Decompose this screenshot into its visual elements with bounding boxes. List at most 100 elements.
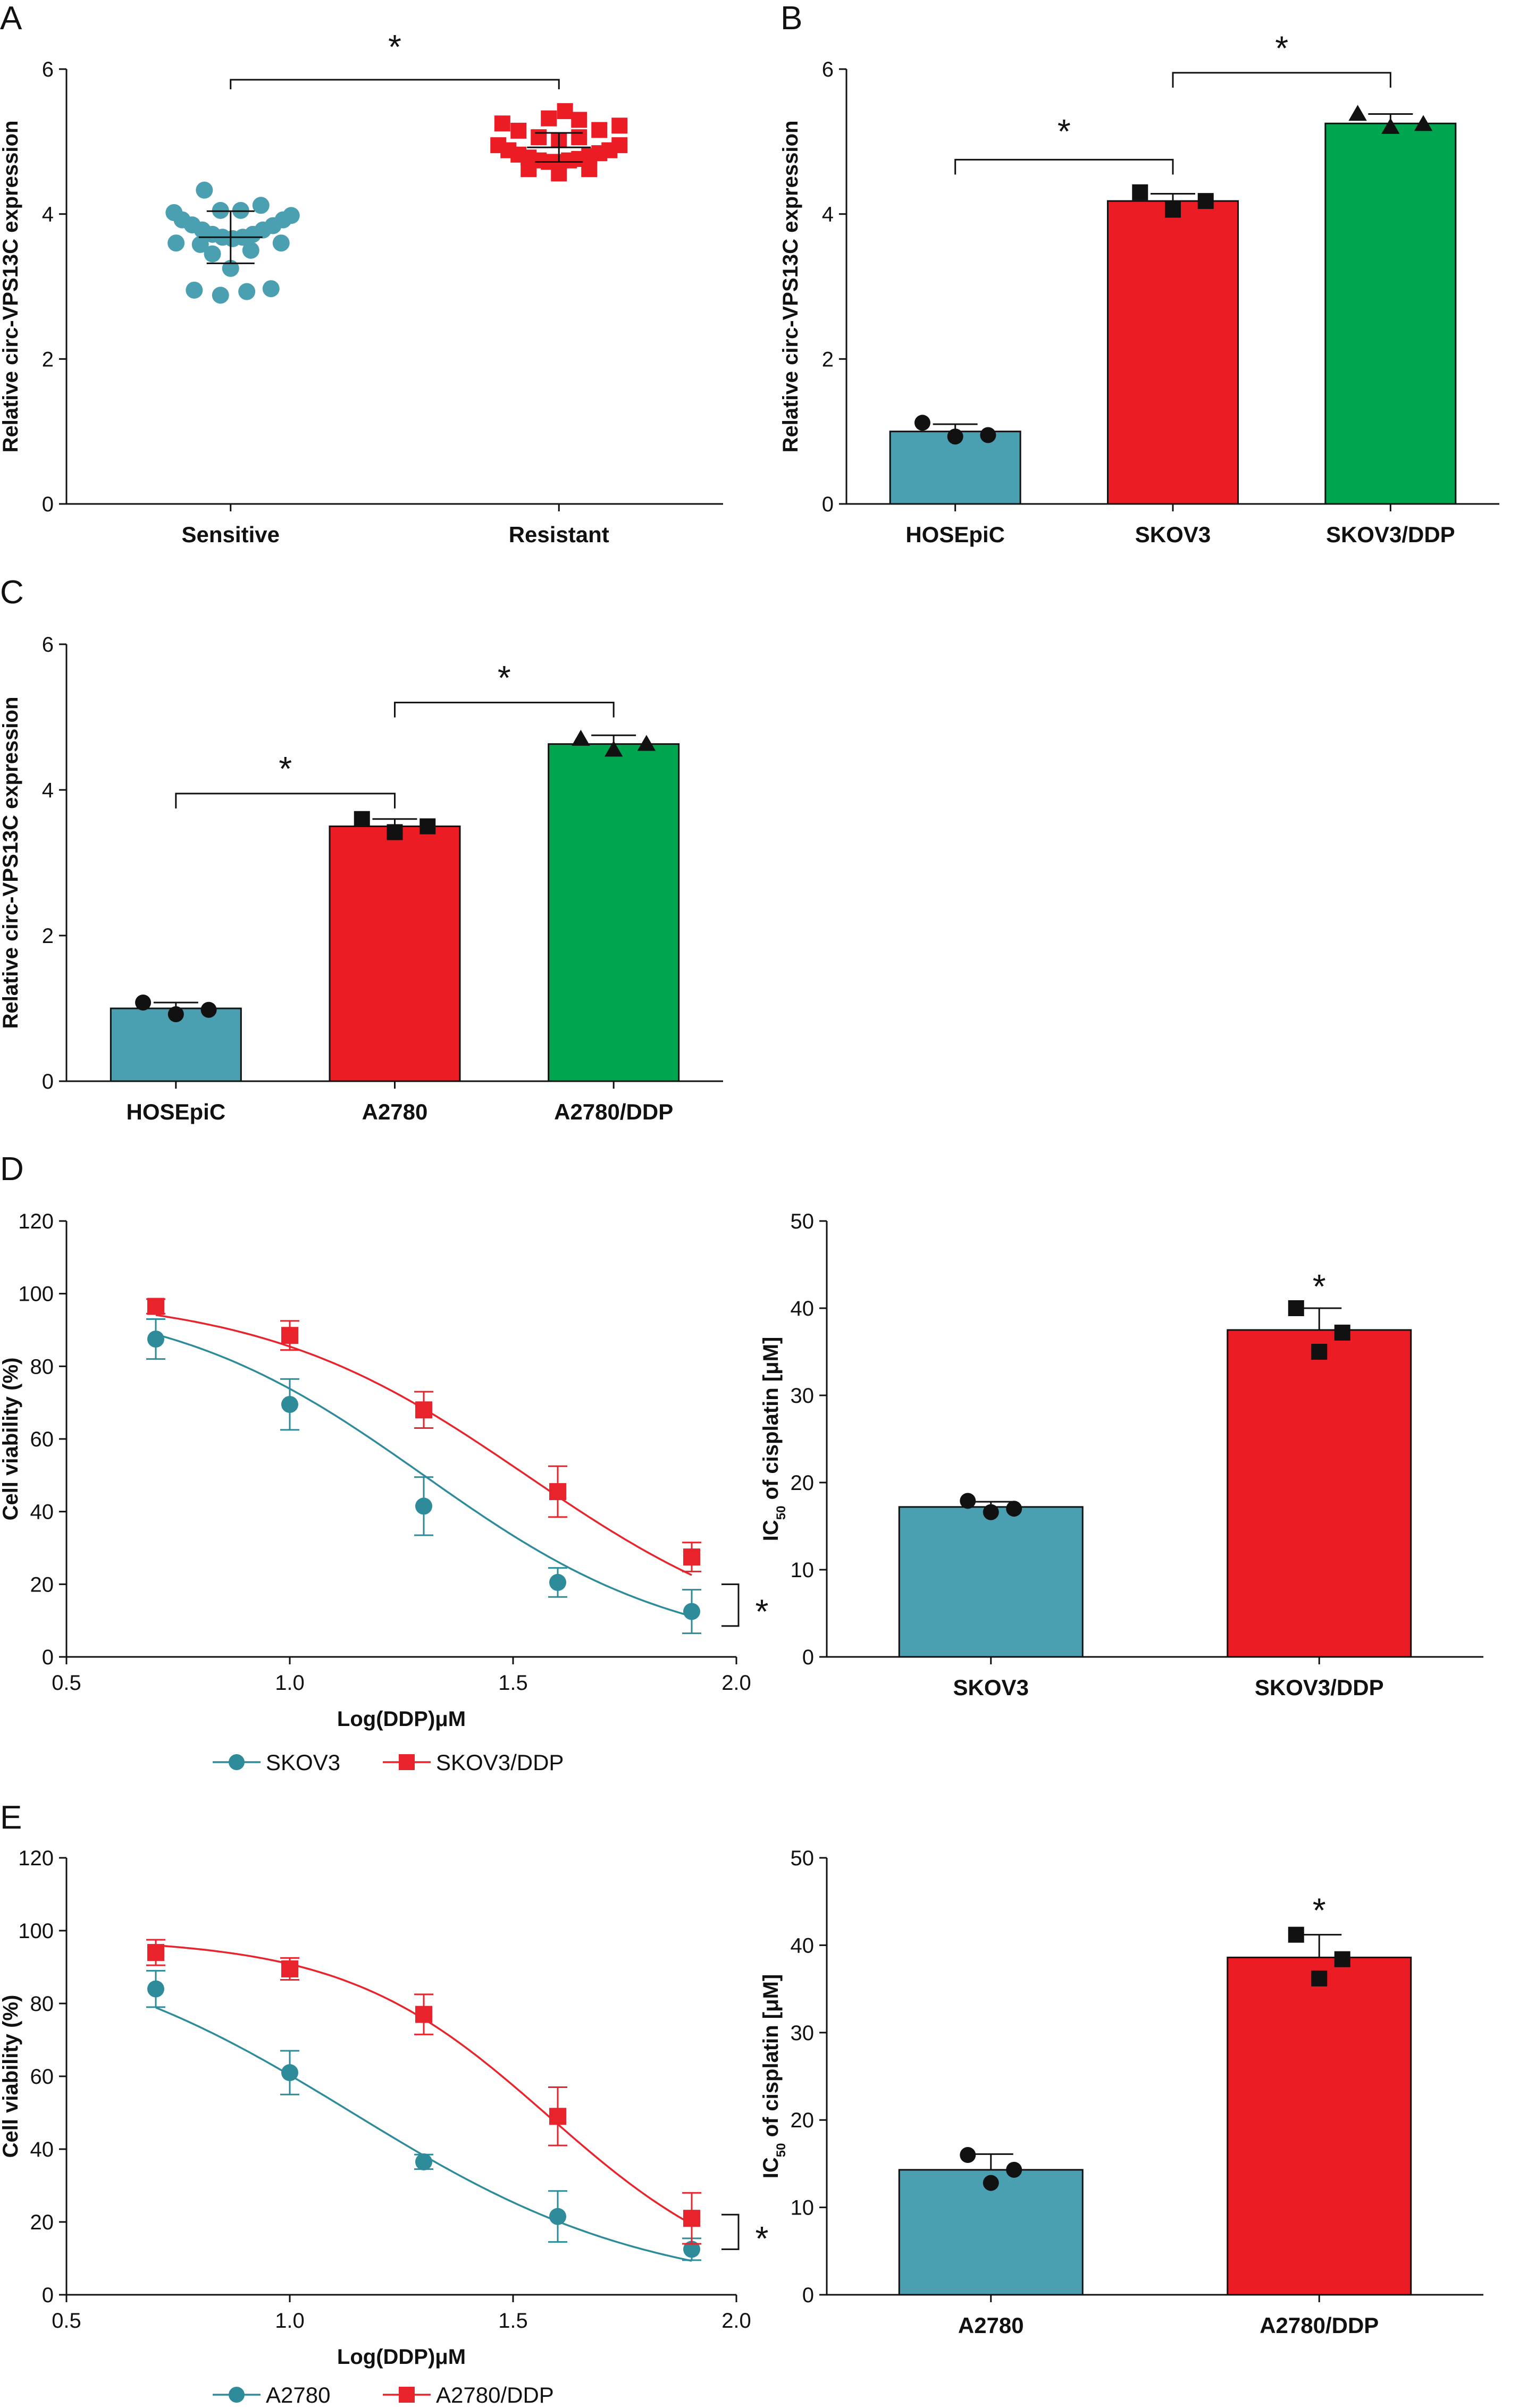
panel-ic50-4: 0 10 20 30 40 50 IC50 of cisplatin [μM] SKOV3 SK… [759,1210,1483,1700]
y-axis-title: IC50 of cisplatin [μM] [759,1974,788,2179]
significance-star: * [279,750,292,788]
y-tick-label: 60 [30,2065,54,2089]
panel-b: B 0 2 4 6 Relative circ-VPS13C expression HOSE… [779,0,1499,547]
data-point [683,2241,700,2258]
y-tick-label: 120 [18,1210,54,1233]
data-point [980,427,996,443]
data-point [147,1331,164,1348]
y-tick-label: 20 [791,1471,815,1495]
significance-bracket [954,158,1174,175]
data-point [571,112,588,128]
data-point [200,1001,217,1018]
legend: SKOV3 SKOV3/DDP [213,1750,564,1775]
y-tick-label: 120 [18,1847,54,1870]
significance-bracket [230,79,560,89]
y-tick-label: 0 [822,493,834,516]
panel-letter: A [0,0,22,37]
y-axis-title: Relative circ-VPS13C expression [779,121,802,453]
data-point [415,1497,432,1515]
bar [1324,122,1457,505]
data-point [415,2153,432,2170]
data-point [1165,201,1181,218]
data-point [1006,1501,1022,1517]
x-tick-label: 2.0 [721,2309,751,2333]
bar [548,743,680,1082]
data-point [419,818,436,835]
panel-c: C 0 2 4 6 Relative circ-VPS13C expression HOSE… [0,574,723,1124]
y-axis-title: Cell viability (%) [0,1358,22,1521]
y-tick-label: 0 [42,1070,54,1093]
data-point [521,161,537,178]
data-point [494,115,510,132]
panel-letter: E [0,1799,22,1836]
significance-star: * [1275,29,1288,67]
x-tick-label: 1.5 [498,1671,528,1695]
data-point [252,197,270,214]
data-point [135,995,152,1011]
data-point [415,2006,432,2023]
significance-bracket [721,2213,740,2250]
y-axis-title: Relative circ-VPS13C expression [0,697,22,1029]
legend-label: A2780/DDP [436,2382,554,2407]
fit-curve [155,1944,692,2225]
x-category-label: SKOV3 [1135,522,1211,547]
y-tick-label: 50 [791,1847,815,1870]
y-tick-label: 40 [30,1501,54,1524]
x-category-label: HOSEpiC [126,1099,225,1124]
x-category-label: A2780/DDP [554,1099,673,1124]
data-point [549,2108,566,2125]
panel-d: D 0 20 40 60 80 100 120 Cell viability (%) 0.5 1.0… [0,1151,768,1775]
fit-curve [155,2007,692,2262]
y-tick-label: 4 [42,779,54,802]
significance-star: * [1313,1891,1326,1929]
data-point [212,287,229,304]
x-axis-title: Log(DDP)μM [337,2345,466,2369]
data-point [541,110,557,127]
significance-bracket [175,793,396,809]
data-point [167,1006,184,1022]
data-point [387,824,403,840]
data-point [683,2210,700,2227]
data-point [281,1327,298,1344]
x-tick-label: 1.5 [498,2309,528,2333]
data-point [281,1396,298,1413]
data-point [683,1603,700,1620]
bar [898,1506,1084,1658]
data-point [1381,117,1400,134]
bar [329,826,461,1082]
data-point [947,428,963,445]
x-tick-label: 2.0 [721,1671,751,1695]
data-point [282,207,300,224]
data-point [147,1944,164,1961]
data-point [683,1548,700,1566]
data-point [1334,1951,1350,1967]
data-point [147,1980,164,1998]
significance-bracket [1172,72,1391,88]
x-category-label: Resistant [509,522,609,547]
y-tick-label: 0 [42,493,54,516]
data-point [611,117,628,134]
significance-star: * [498,659,511,697]
y-tick-label: 2 [42,348,54,371]
x-axis-title: Log(DDP)μM [337,1707,466,1731]
x-category-label: HOSEpiC [905,522,1005,547]
y-tick-label: 6 [42,58,54,81]
x-tick-label: 0.5 [52,2309,81,2333]
data-point [549,1483,566,1501]
legend-marker [229,1754,245,1770]
y-tick-label: 0 [802,1646,814,1669]
data-point [914,415,930,431]
data-point [591,122,608,138]
panel-letter: D [0,1151,24,1188]
y-axis-title: Cell viability (%) [0,1995,22,2158]
data-point [557,103,573,120]
x-category-label: A2780 [958,2313,1024,2338]
y-tick-label: 80 [30,1992,54,2016]
panel-ic50-6: 0 10 20 30 40 50 IC50 of cisplatin [μM] A2780 A2… [759,1847,1483,2338]
data-point [1132,184,1148,200]
bar [1227,1956,1412,2296]
panel-letter: B [781,0,802,37]
data-point [510,122,527,139]
x-category-label: SKOV3/DDP [1255,1675,1384,1700]
data-point [531,129,547,146]
